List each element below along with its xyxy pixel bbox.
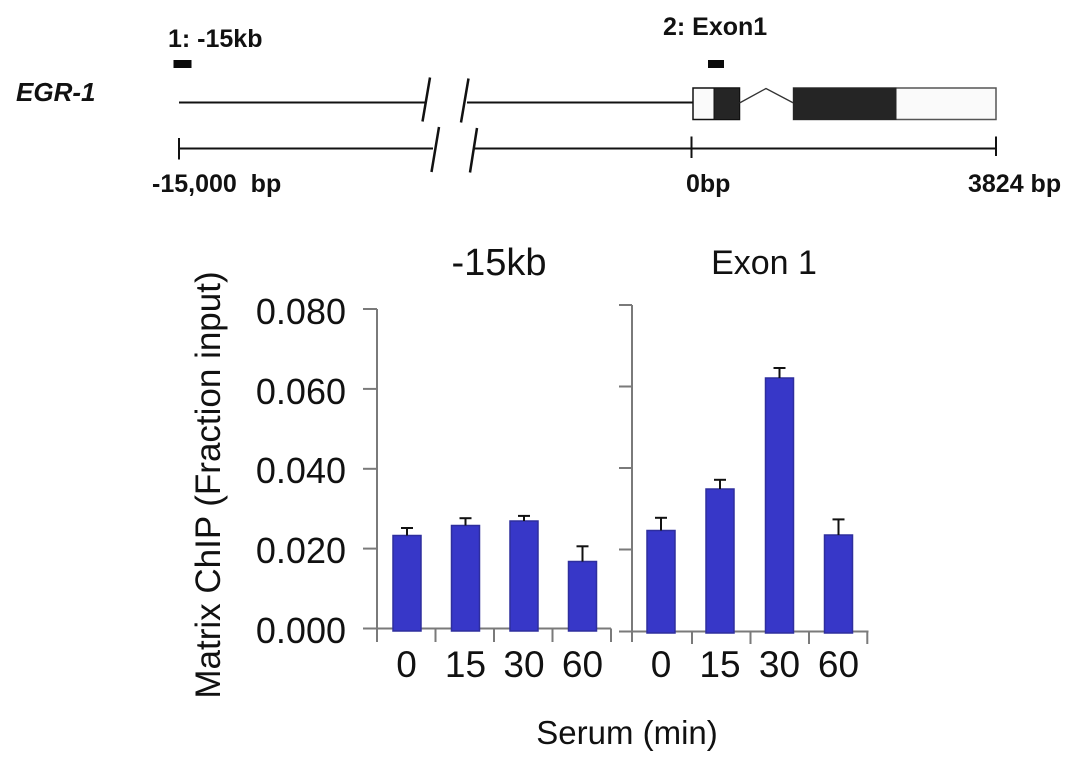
svg-text:15: 15: [445, 644, 486, 685]
svg-text:0.080: 0.080: [256, 291, 346, 332]
svg-text:0bp: 0bp: [686, 170, 730, 198]
svg-text:30: 30: [759, 644, 800, 685]
svg-text:15: 15: [699, 644, 740, 685]
svg-text:1: -15kb: 1: -15kb: [168, 25, 262, 53]
svg-text:3824 bp: 3824 bp: [968, 170, 1061, 198]
svg-text:Exon 1: Exon 1: [711, 244, 817, 282]
svg-text:Matrix ChIP (Fraction input): Matrix ChIP (Fraction input): [189, 271, 228, 698]
svg-text:0: 0: [651, 644, 672, 685]
svg-text:-15kb: -15kb: [451, 242, 546, 284]
svg-text:2: Exon1: 2: Exon1: [663, 13, 767, 41]
svg-text:0.060: 0.060: [256, 371, 346, 412]
svg-text:60: 60: [818, 644, 859, 685]
svg-text:0.040: 0.040: [256, 450, 346, 491]
svg-text:EGR-1: EGR-1: [16, 77, 95, 107]
svg-text:0.020: 0.020: [256, 530, 346, 571]
svg-text:60: 60: [562, 644, 603, 685]
svg-text:-15,000 bp: -15,000 bp: [152, 170, 281, 198]
svg-text:0.000: 0.000: [256, 610, 346, 651]
svg-text:30: 30: [503, 644, 544, 685]
svg-text:Serum (min): Serum (min): [536, 714, 718, 751]
svg-text:0: 0: [396, 644, 417, 685]
